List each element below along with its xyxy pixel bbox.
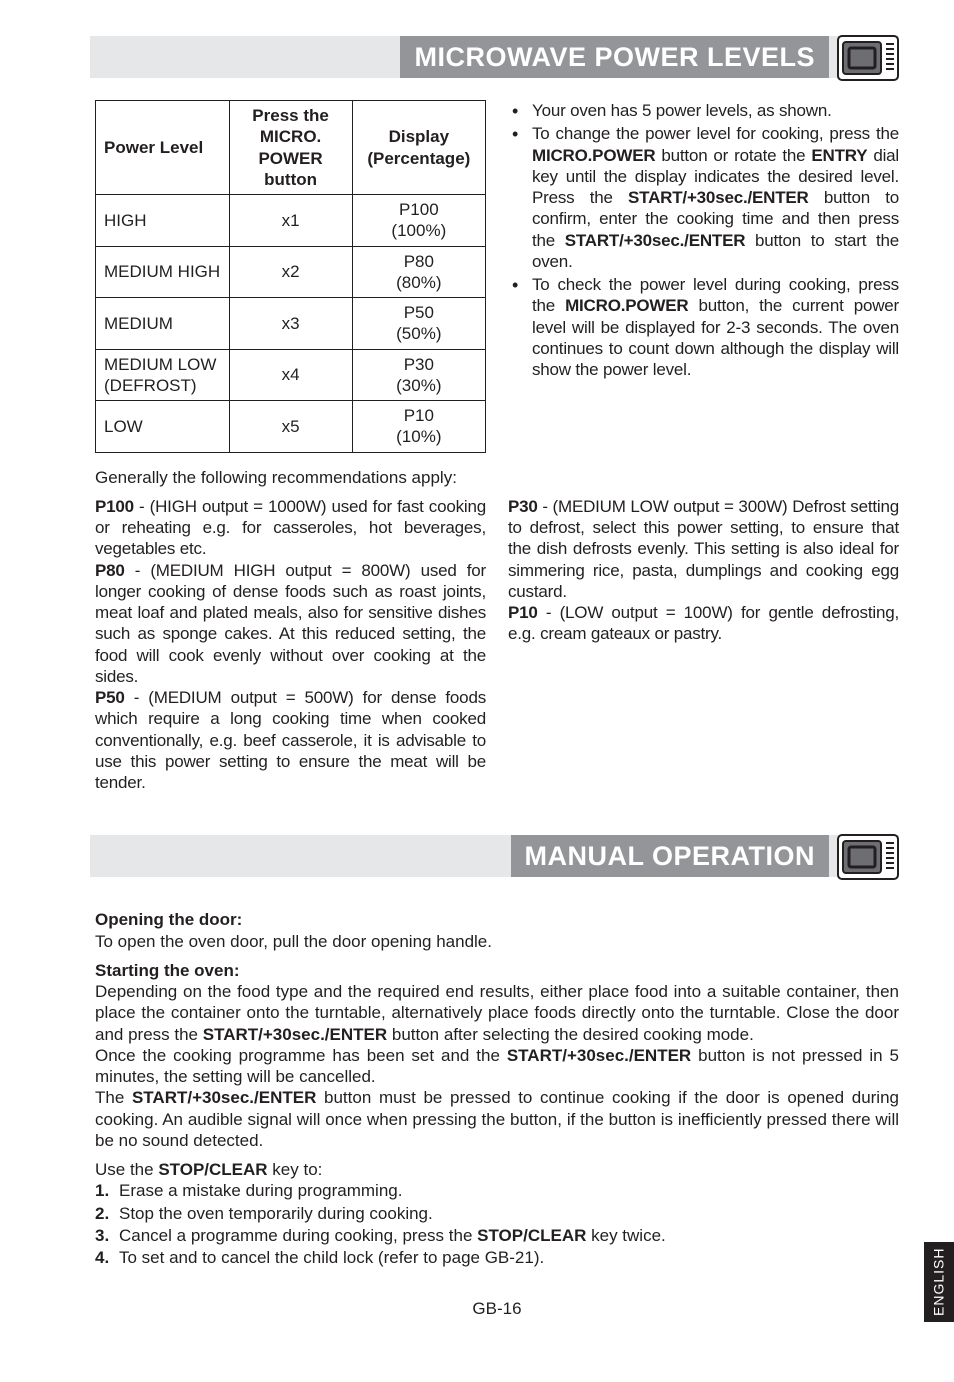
starting-heading: Starting the oven: — [95, 960, 899, 981]
language-label: ENGLISH — [930, 1248, 948, 1316]
opening-text: To open the oven door, pull the door ope… — [95, 931, 899, 952]
cell: HIGH — [96, 195, 230, 247]
col-level: Power Level — [96, 101, 230, 195]
power-bullets: Your oven has 5 power levels, as shown. … — [508, 100, 899, 380]
section-header-manual: MANUAL OPERATION — [95, 829, 899, 885]
header-title-manual: MANUAL OPERATION — [511, 835, 830, 877]
starting-text: Depending on the food type and the requi… — [95, 981, 899, 1151]
table-row: MEDIUM x3 P50(50%) — [96, 298, 486, 350]
list-item: To set and to cancel the child lock (ref… — [95, 1247, 899, 1268]
bullet-item: To check the power level during cooking,… — [508, 274, 899, 380]
cell: x5 — [229, 401, 352, 453]
section-header-power: MICROWAVE POWER LEVELS — [95, 30, 899, 86]
cell: MEDIUM LOW (DEFROST) — [96, 349, 230, 401]
header-title-power: MICROWAVE POWER LEVELS — [400, 36, 829, 78]
cell: P80(80%) — [352, 246, 485, 298]
bullet-item: To change the power level for cooking, p… — [508, 123, 899, 272]
list-item: Cancel a programme during cooking, press… — [95, 1225, 899, 1246]
list-item: Stop the oven temporarily during cooking… — [95, 1203, 899, 1224]
cell: x1 — [229, 195, 352, 247]
stop-list: Erase a mistake during programming. Stop… — [95, 1180, 899, 1268]
rec-right: P30 - (MEDIUM LOW output = 300W) Defrost… — [508, 496, 899, 645]
page-number: GB-16 — [95, 1298, 899, 1319]
table-row: MEDIUM LOW (DEFROST) x4 P30(30%) — [96, 349, 486, 401]
rec-left: P100 - (HIGH output = 1000W) used for fa… — [95, 496, 486, 794]
bullet-item: Your oven has 5 power levels, as shown. — [508, 100, 899, 121]
cell: P100(100%) — [352, 195, 485, 247]
col-press: Press the MICRO. POWER button — [229, 101, 352, 195]
power-bullets-wrap: Your oven has 5 power levels, as shown. … — [508, 100, 899, 382]
power-row: Power Level Press the MICRO. POWER butto… — [95, 100, 899, 453]
language-tab: ENGLISH — [924, 1242, 954, 1322]
col-display: Display (Percentage) — [352, 101, 485, 195]
stop-heading: Use the STOP/CLEAR key to: — [95, 1159, 899, 1180]
cell: LOW — [96, 401, 230, 453]
cell: x2 — [229, 246, 352, 298]
cell: MEDIUM — [96, 298, 230, 350]
recommend-intro: Generally the following recommendations … — [95, 467, 899, 488]
list-item: Erase a mistake during programming. — [95, 1180, 899, 1201]
cell: x4 — [229, 349, 352, 401]
cell: MEDIUM HIGH — [96, 246, 230, 298]
table-row: LOW x5 P10(10%) — [96, 401, 486, 453]
cell: x3 — [229, 298, 352, 350]
table-row: MEDIUM HIGH x2 P80(80%) — [96, 246, 486, 298]
cell: P30(30%) — [352, 349, 485, 401]
opening-heading: Opening the door: — [95, 909, 899, 930]
cell: P50(50%) — [352, 298, 485, 350]
cell: P10(10%) — [352, 401, 485, 453]
table-row: Power Level Press the MICRO. POWER butto… — [96, 101, 486, 195]
table-row: HIGH x1 P100(100%) — [96, 195, 486, 247]
power-table-wrap: Power Level Press the MICRO. POWER butto… — [95, 100, 486, 453]
microwave-icon — [837, 30, 899, 86]
recommend-row: P100 - (HIGH output = 1000W) used for fa… — [95, 496, 899, 794]
power-table: Power Level Press the MICRO. POWER butto… — [95, 100, 486, 453]
microwave-icon — [837, 829, 899, 885]
